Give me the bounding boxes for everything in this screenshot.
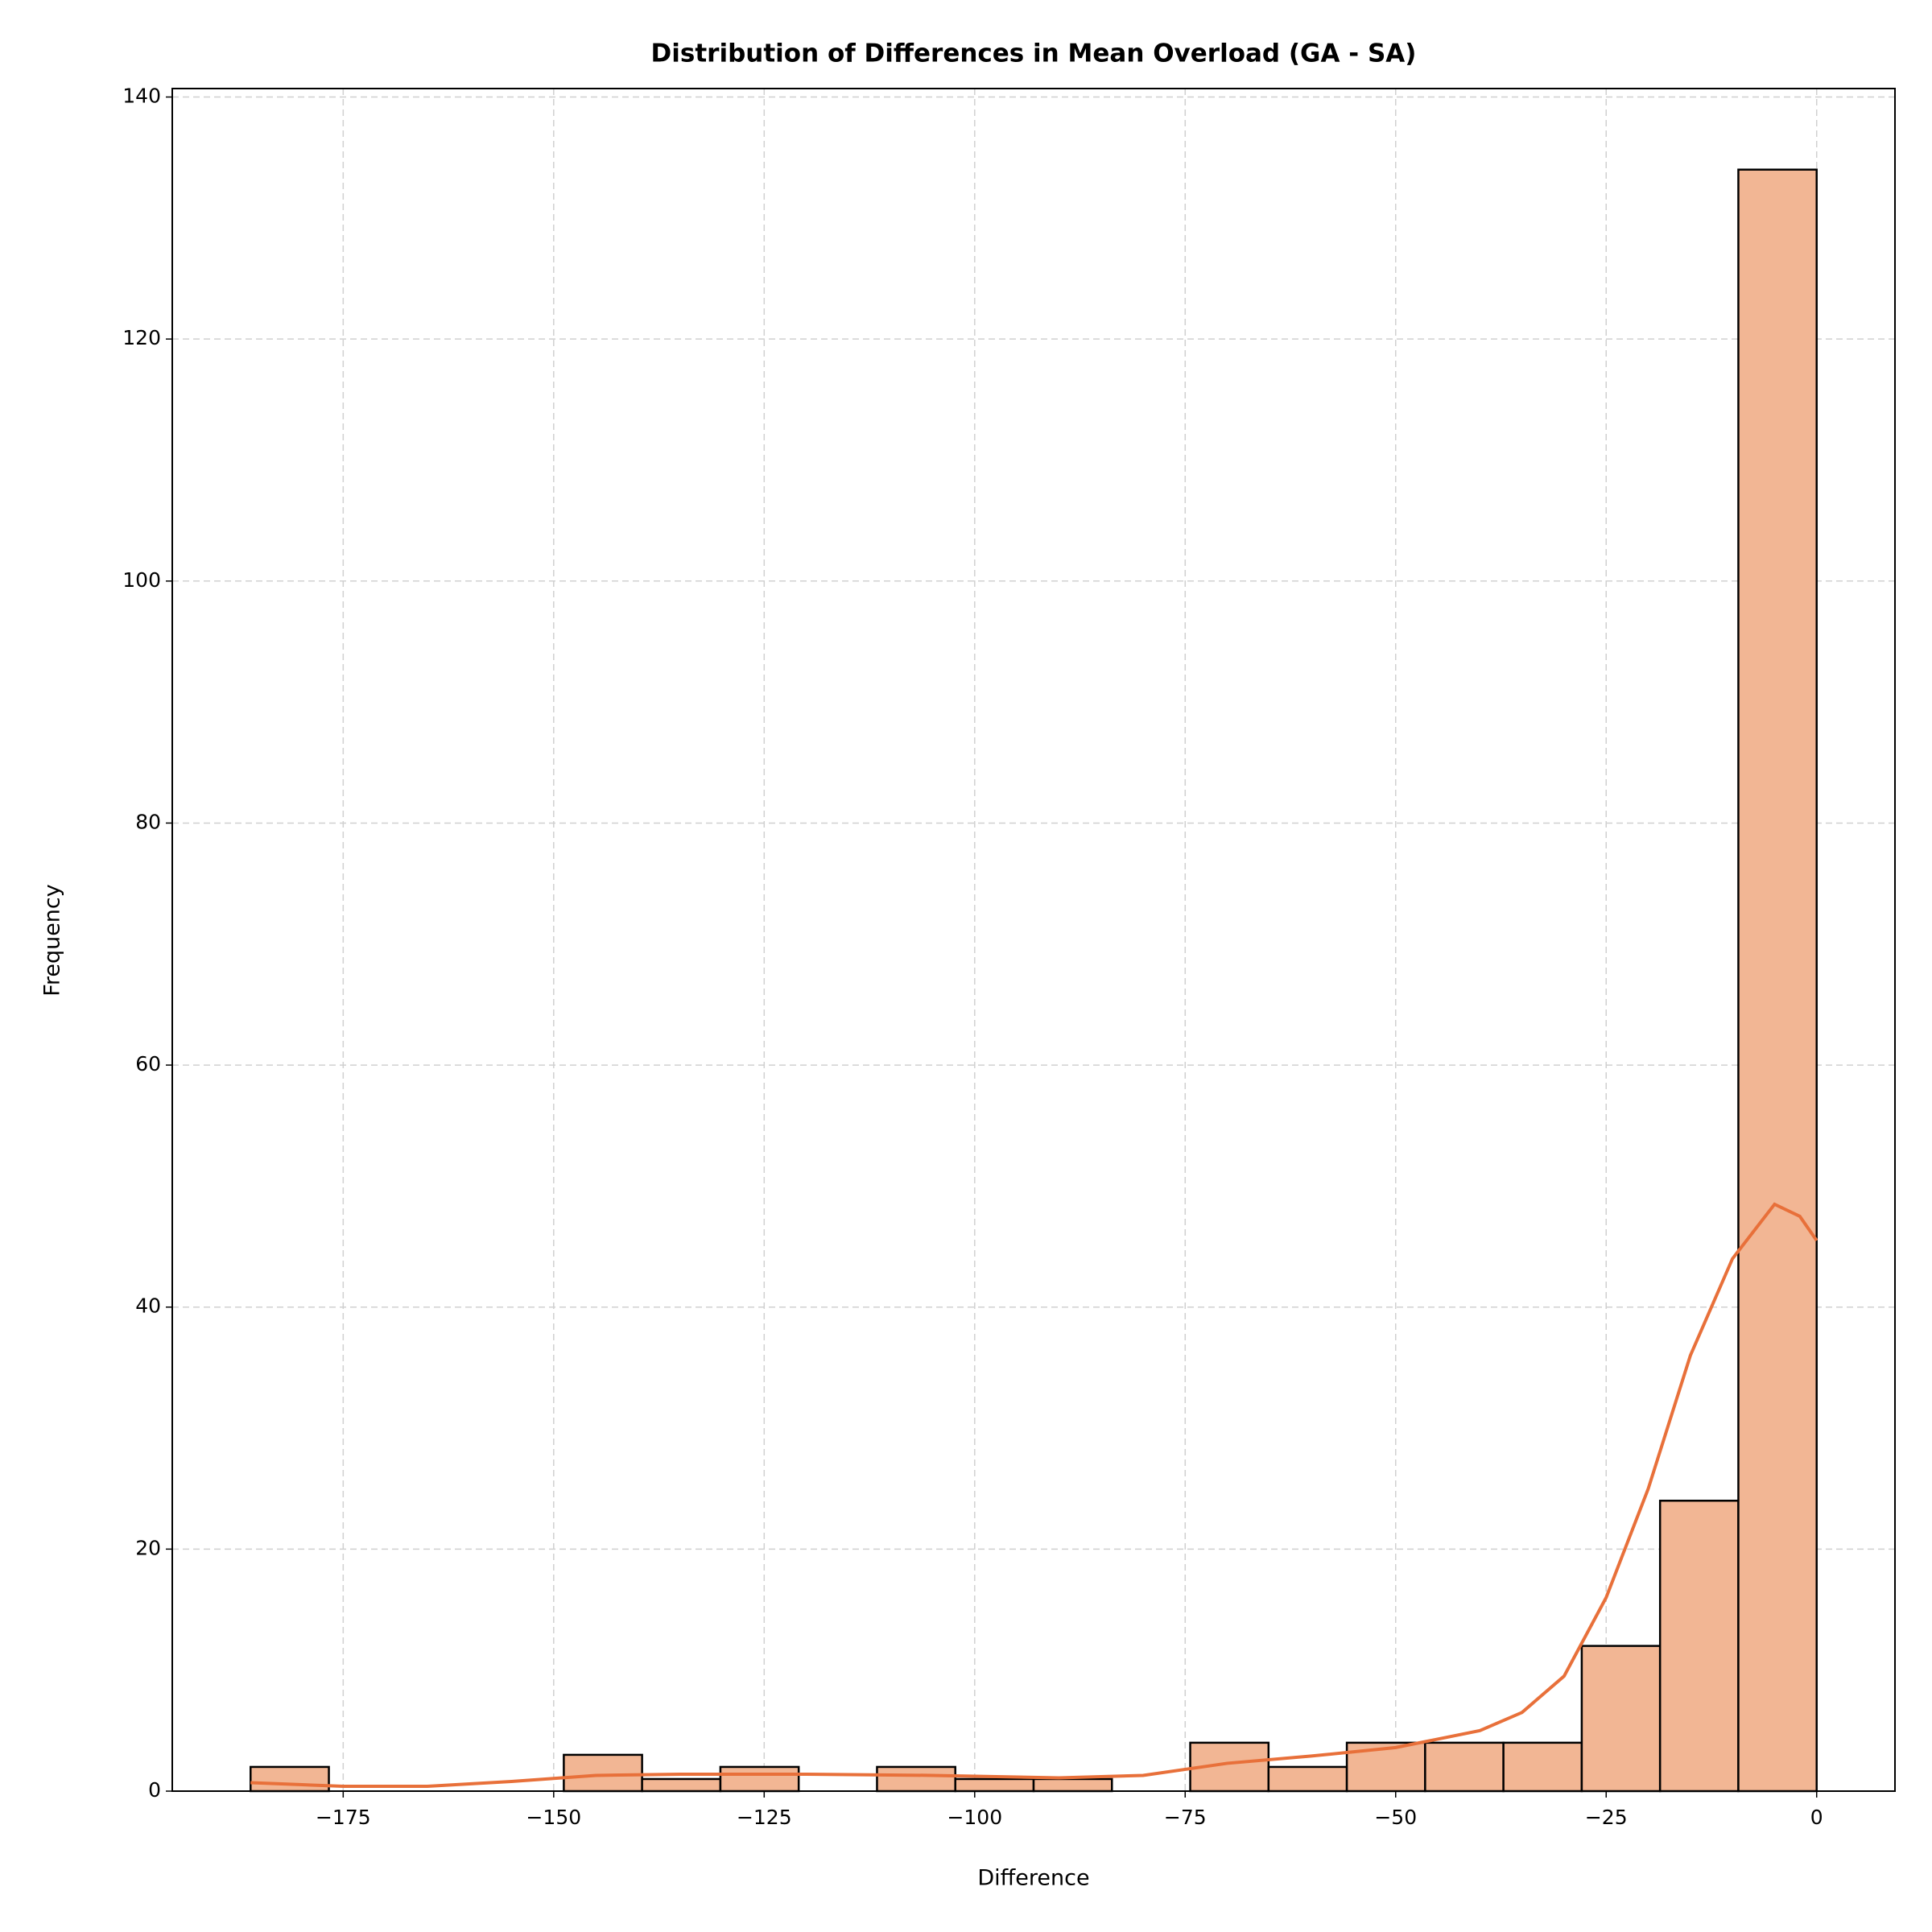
histogram-bar	[1267, 1765, 1348, 1793]
y-tick-label: 100	[122, 568, 161, 592]
y-tick-label: 60	[135, 1052, 161, 1075]
y-tick-label: 80	[135, 810, 161, 833]
y-tick-label: 140	[122, 85, 161, 108]
y-tick-label: 20	[135, 1536, 161, 1559]
y-tick-label: 0	[148, 1778, 161, 1802]
histogram-bar	[250, 1765, 330, 1793]
histogram-bar	[954, 1777, 1035, 1793]
x-tick-label: 0	[1810, 1806, 1823, 1829]
histogram-bar	[1424, 1741, 1505, 1793]
x-axis-label: Difference	[977, 1866, 1089, 1891]
x-tick-label: −150	[526, 1806, 581, 1829]
x-tick-label: −75	[1164, 1806, 1207, 1829]
chart-title: Distribution of Differences in Mean Over…	[651, 39, 1417, 68]
histogram-bar	[1032, 1777, 1113, 1793]
y-axis-label: Frequency	[40, 884, 65, 997]
x-tick-label: −25	[1585, 1806, 1628, 1829]
y-tick-label: 40	[135, 1294, 161, 1318]
y-tick-label: 120	[122, 326, 161, 349]
histogram-bar	[1658, 1499, 1740, 1793]
histogram-bar	[876, 1765, 956, 1793]
x-tick-label: −100	[947, 1806, 1002, 1829]
histogram-bar	[1580, 1645, 1662, 1793]
kde-line	[250, 1202, 1818, 1788]
histogram-bar	[719, 1765, 800, 1793]
histogram-bar	[641, 1777, 722, 1793]
x-tick-label: −125	[737, 1806, 792, 1829]
plot-frame	[171, 88, 1896, 1792]
histogram-bar	[1502, 1741, 1583, 1793]
histogram-bar	[563, 1753, 643, 1793]
x-tick-label: −50	[1374, 1806, 1417, 1829]
histogram-bar	[1737, 168, 1818, 1793]
x-tick-label: −175	[316, 1806, 371, 1829]
